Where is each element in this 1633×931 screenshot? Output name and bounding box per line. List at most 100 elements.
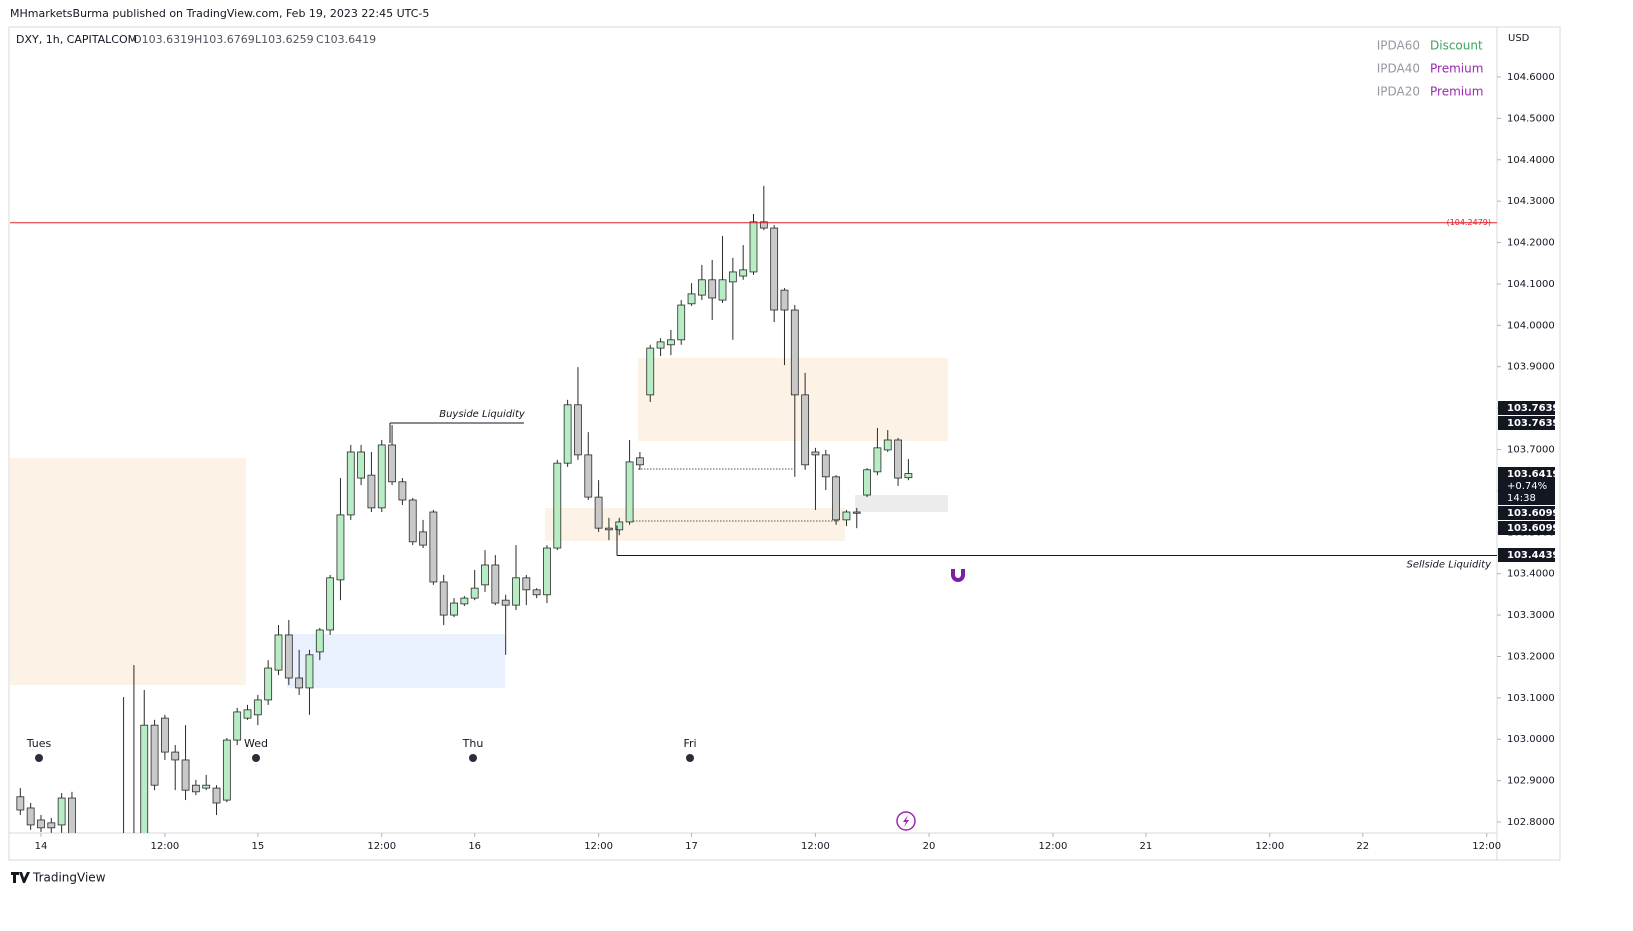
candle-body (677, 304, 686, 341)
candle-body (666, 339, 675, 346)
candle-body (574, 404, 582, 456)
price-change: +0.74% (1507, 481, 1547, 492)
plot (16, 185, 913, 872)
candle-body (408, 499, 417, 543)
candle-body (315, 629, 324, 653)
lightning-icon[interactable] (896, 811, 916, 831)
candle-body (419, 531, 427, 546)
candle-body (656, 341, 665, 349)
symbol-legend: DXY, 1h, CAPITALCOM (16, 33, 137, 46)
candle-body (594, 496, 603, 529)
candle-body (212, 787, 221, 804)
ohlc-item: O103.6319 (133, 33, 194, 46)
ohlc-item: C103.6419 (316, 33, 376, 46)
price-tag (1498, 548, 1555, 562)
currency-label: USD (1508, 33, 1530, 44)
x-tick-label: 17 (685, 841, 698, 852)
price-tag (1498, 416, 1555, 430)
tv-logo (11, 872, 30, 883)
candle-body (284, 634, 293, 679)
candle-body (160, 717, 169, 753)
level-label: (104.2479) (1447, 218, 1491, 227)
zone (855, 495, 948, 512)
y-tick-label: 103.4000 (1507, 569, 1555, 580)
x-tick-label: 12:00 (1472, 841, 1501, 852)
magnet-icon[interactable] (951, 569, 965, 582)
candle-body (57, 797, 66, 826)
y-tick-label: 104.5000 (1507, 113, 1555, 124)
candle-body (894, 439, 902, 479)
candle-body (120, 855, 127, 872)
candle-body (553, 462, 562, 549)
candle-body (811, 451, 820, 456)
y-tick-label: 104.6000 (1507, 72, 1555, 83)
ohlc-label: C (316, 33, 324, 46)
frame (8, 26, 1561, 861)
candle-body (47, 822, 56, 829)
candle-body (749, 221, 758, 273)
candle-body (522, 577, 531, 591)
candle-body (708, 279, 717, 299)
candle-body (37, 819, 45, 829)
candle-body (481, 564, 489, 586)
candle-body (563, 404, 572, 464)
price-tag (1498, 506, 1555, 520)
price-tag (1498, 467, 1555, 505)
candle-body (243, 709, 252, 719)
ohlc-label: O (133, 33, 142, 46)
candle-body (388, 444, 396, 483)
candle-body (873, 447, 882, 473)
candle-body (852, 511, 861, 514)
candle-body (346, 451, 355, 516)
y-tick-label: 103.2000 (1507, 651, 1555, 662)
x-tick-label: 12:00 (1255, 841, 1284, 852)
candle-body (191, 784, 200, 793)
ohlc-value: 103.6319 (142, 33, 195, 46)
candle-body (130, 847, 137, 864)
session-label: Thu (462, 737, 484, 750)
candle-body (68, 797, 76, 833)
x-tick-label: 12:00 (1039, 841, 1068, 852)
candle-body (140, 724, 149, 833)
candle-body (636, 457, 644, 466)
session-label: Wed (244, 737, 268, 750)
candle-body (233, 711, 242, 741)
candle-body (883, 439, 892, 451)
candle-body (759, 221, 768, 229)
price-tag-label: 103.7639 (1507, 418, 1560, 429)
session-dot (469, 754, 477, 762)
candle-body (336, 514, 345, 581)
candle-body (16, 796, 25, 811)
candle-body (584, 454, 593, 498)
ohlc-value: 103.6769 (202, 33, 255, 46)
candle-body (26, 807, 35, 826)
candle-body (398, 481, 407, 501)
candle-body (739, 269, 748, 277)
y-tick-label: 104.1000 (1507, 279, 1555, 290)
footer-brand: TradingView (32, 871, 106, 885)
candle-body (253, 699, 262, 716)
candle-body (222, 739, 231, 801)
ohlc-value: 103.6419 (324, 33, 377, 46)
candle-body (780, 289, 789, 311)
candle-body (770, 227, 779, 311)
price-tag-label: 103.7639 (1507, 403, 1560, 414)
y-tick-label: 104.0000 (1507, 320, 1555, 331)
session-dot (252, 754, 260, 762)
candle-body (264, 667, 273, 701)
x-tick-label: 12:00 (150, 841, 179, 852)
session-label: Tues (26, 737, 52, 750)
candle-body (429, 511, 438, 583)
x-tick-label: 12:00 (801, 841, 830, 852)
indicator-name: IPDA60 (1377, 39, 1420, 53)
ohlc-label: L (255, 33, 262, 46)
candle-body (832, 476, 841, 521)
candle-body (305, 654, 314, 689)
y-tick-label: 103.0000 (1507, 734, 1555, 745)
y-tick-label: 103.3000 (1507, 610, 1555, 621)
publish-header: MHmarketsBurma published on TradingView.… (10, 7, 429, 20)
session-label: Fri (683, 737, 696, 750)
lightning-bolt (903, 815, 909, 827)
session-dot (686, 754, 694, 762)
